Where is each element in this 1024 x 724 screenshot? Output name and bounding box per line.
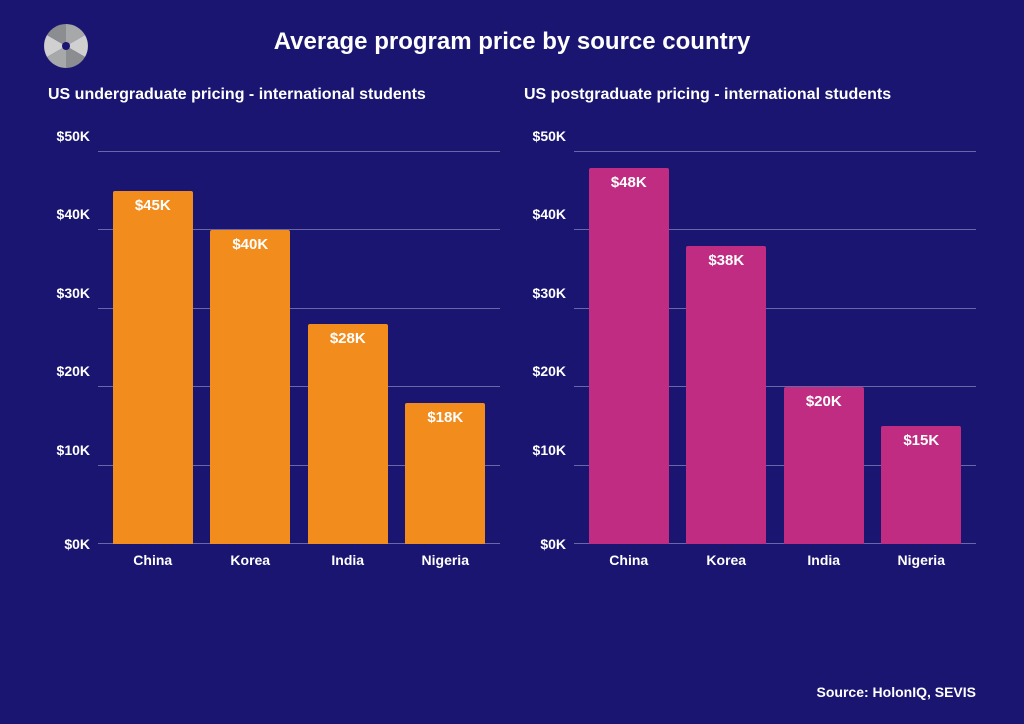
brand-logo-icon	[42, 22, 90, 70]
y-tick-label: $20K	[57, 363, 90, 379]
bar-slot: $15K	[873, 152, 971, 544]
bars-group: $45K $40K $28K $18K	[98, 152, 500, 544]
chart-panel-undergraduate: US undergraduate pricing - international…	[48, 86, 500, 572]
bar-value-label: $45K	[113, 197, 193, 214]
y-tick-label: $30K	[533, 285, 566, 301]
bar: $38K	[686, 246, 766, 544]
y-tick-label: $30K	[57, 285, 90, 301]
x-tick-label: China	[580, 544, 678, 572]
chart-main-title: Average program price by source country	[0, 0, 1024, 56]
bar: $15K	[881, 426, 961, 544]
y-tick-label: $40K	[57, 206, 90, 222]
y-tick-label: $50K	[533, 128, 566, 144]
x-tick-label: Nigeria	[397, 544, 495, 572]
x-axis-labels: China Korea India Nigeria	[98, 544, 500, 572]
bar: $40K	[210, 230, 290, 544]
bar-value-label: $48K	[589, 174, 669, 191]
bar-value-label: $28K	[308, 330, 388, 347]
bar-slot: $20K	[775, 152, 873, 544]
y-tick-label: $20K	[533, 363, 566, 379]
x-axis-labels: China Korea India Nigeria	[574, 544, 976, 572]
x-tick-label: China	[104, 544, 202, 572]
bars-group: $48K $38K $20K $15K	[574, 152, 976, 544]
x-tick-label: Korea	[202, 544, 300, 572]
bar-value-label: $15K	[881, 432, 961, 449]
chart-panel-postgraduate: US postgraduate pricing - international …	[524, 86, 976, 572]
bar: $45K	[113, 191, 193, 544]
y-tick-label: $50K	[57, 128, 90, 144]
charts-container: US undergraduate pricing - international…	[0, 56, 1024, 572]
bar: $18K	[405, 403, 485, 544]
y-axis: $0K $10K $20K $30K $40K $50K	[524, 152, 574, 544]
bar-value-label: $18K	[405, 409, 485, 426]
y-tick-label: $10K	[533, 442, 566, 458]
bar-value-label: $20K	[784, 393, 864, 410]
y-tick-label: $40K	[533, 206, 566, 222]
bar-slot: $28K	[299, 152, 397, 544]
bar-slot: $40K	[202, 152, 300, 544]
x-tick-label: Nigeria	[873, 544, 971, 572]
x-tick-label: India	[775, 544, 873, 572]
y-tick-label: $0K	[64, 536, 90, 552]
plot-area: $0K $10K $20K $30K $40K $50K $45K	[98, 152, 500, 572]
bar-slot: $48K	[580, 152, 678, 544]
bar: $28K	[308, 324, 388, 544]
bar-slot: $38K	[678, 152, 776, 544]
bar-value-label: $38K	[686, 252, 766, 269]
bar-slot: $18K	[397, 152, 495, 544]
bar-value-label: $40K	[210, 236, 290, 253]
bar-slot: $45K	[104, 152, 202, 544]
x-tick-label: Korea	[678, 544, 776, 572]
y-tick-label: $10K	[57, 442, 90, 458]
x-tick-label: India	[299, 544, 397, 572]
chart-subtitle: US postgraduate pricing - international …	[524, 86, 976, 104]
source-attribution: Source: HolonIQ, SEVIS	[817, 684, 976, 700]
y-axis: $0K $10K $20K $30K $40K $50K	[48, 152, 98, 544]
chart-subtitle: US undergraduate pricing - international…	[48, 86, 500, 104]
bar: $48K	[589, 168, 669, 544]
plot-area: $0K $10K $20K $30K $40K $50K $48K	[574, 152, 976, 572]
y-tick-label: $0K	[540, 536, 566, 552]
bar: $20K	[784, 387, 864, 544]
